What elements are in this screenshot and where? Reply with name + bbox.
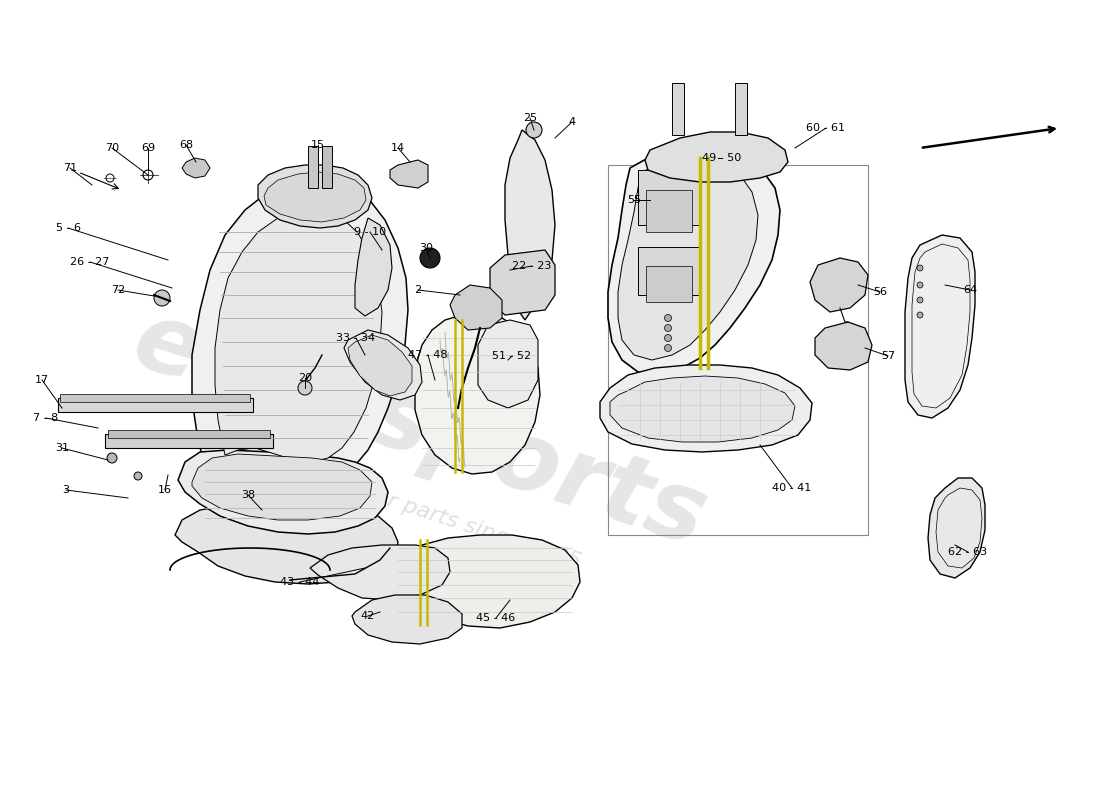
Text: 62 - 63: 62 - 63	[948, 547, 988, 557]
Text: 49 - 50: 49 - 50	[703, 153, 741, 163]
Circle shape	[420, 248, 440, 268]
Polygon shape	[348, 335, 412, 396]
Bar	[104, 434, 273, 448]
Bar	[638, 170, 700, 225]
Polygon shape	[490, 250, 556, 315]
Bar	[60, 394, 250, 402]
Circle shape	[664, 314, 671, 322]
Circle shape	[664, 334, 671, 342]
Text: 20: 20	[298, 373, 312, 383]
Polygon shape	[258, 165, 372, 228]
Circle shape	[526, 122, 542, 138]
Circle shape	[154, 290, 170, 306]
Circle shape	[917, 312, 923, 318]
Bar	[58, 398, 253, 412]
Text: 31: 31	[55, 443, 69, 453]
Circle shape	[298, 381, 312, 395]
Text: 70: 70	[104, 143, 119, 153]
Circle shape	[134, 472, 142, 480]
Text: 51 - 52: 51 - 52	[493, 351, 531, 361]
Text: 9 - 10: 9 - 10	[354, 227, 386, 237]
Text: 2: 2	[415, 285, 421, 295]
Polygon shape	[310, 545, 450, 600]
Text: 33 - 34: 33 - 34	[337, 333, 375, 343]
Circle shape	[664, 345, 671, 351]
Bar	[638, 247, 700, 295]
Polygon shape	[390, 160, 428, 188]
Polygon shape	[182, 158, 210, 178]
Text: 42: 42	[361, 611, 375, 621]
Polygon shape	[388, 535, 580, 628]
Text: 17: 17	[35, 375, 50, 385]
Polygon shape	[928, 478, 984, 578]
Text: 30: 30	[419, 243, 433, 253]
Text: 47 - 48: 47 - 48	[408, 350, 448, 360]
Text: 16: 16	[158, 485, 172, 495]
Bar	[646, 266, 692, 302]
Circle shape	[107, 453, 117, 463]
Text: 57: 57	[881, 351, 895, 361]
Polygon shape	[810, 258, 868, 312]
Polygon shape	[192, 180, 408, 478]
Text: 45 - 46: 45 - 46	[476, 613, 516, 623]
Polygon shape	[905, 235, 975, 418]
Polygon shape	[610, 376, 795, 442]
Text: 14: 14	[390, 143, 405, 153]
Text: 4: 4	[569, 117, 575, 127]
Bar	[735, 83, 747, 135]
Circle shape	[917, 282, 923, 288]
Polygon shape	[608, 150, 780, 374]
Polygon shape	[178, 450, 388, 534]
Text: 40 - 41: 40 - 41	[772, 483, 812, 493]
Polygon shape	[344, 330, 422, 400]
Bar	[308, 146, 318, 188]
Text: 26 - 27: 26 - 27	[70, 257, 110, 267]
Text: 55: 55	[627, 195, 641, 205]
Text: 25: 25	[522, 113, 537, 123]
Polygon shape	[355, 218, 392, 316]
Text: eurosports: eurosports	[122, 294, 718, 566]
Text: 7 - 8: 7 - 8	[33, 413, 58, 423]
Polygon shape	[450, 285, 502, 330]
Text: 38: 38	[241, 490, 255, 500]
Circle shape	[917, 297, 923, 303]
Polygon shape	[192, 454, 372, 520]
Polygon shape	[815, 322, 872, 370]
Polygon shape	[645, 132, 788, 182]
Text: 71: 71	[63, 163, 77, 173]
Polygon shape	[415, 315, 540, 474]
Text: 72: 72	[111, 285, 125, 295]
Polygon shape	[600, 365, 812, 452]
Bar	[608, 165, 868, 535]
Text: 22 - 23: 22 - 23	[513, 261, 552, 271]
Text: 64: 64	[962, 285, 977, 295]
Text: 3: 3	[63, 485, 69, 495]
Text: 68: 68	[179, 140, 194, 150]
Bar	[646, 190, 692, 232]
Text: a passion for parts since 1985: a passion for parts since 1985	[257, 449, 583, 571]
Polygon shape	[264, 172, 366, 222]
Text: 56: 56	[873, 287, 887, 297]
Polygon shape	[618, 160, 758, 360]
Text: 60 - 61: 60 - 61	[806, 123, 846, 133]
Bar	[108, 430, 270, 438]
Polygon shape	[214, 210, 382, 462]
Text: 69: 69	[141, 143, 155, 153]
Polygon shape	[478, 320, 538, 408]
Bar	[322, 146, 332, 188]
Text: 5 - 6: 5 - 6	[55, 223, 80, 233]
Circle shape	[664, 325, 671, 331]
Polygon shape	[505, 130, 556, 320]
Bar	[672, 83, 684, 135]
Text: 43 - 44: 43 - 44	[280, 577, 320, 587]
Polygon shape	[175, 504, 398, 584]
Text: 15: 15	[311, 140, 324, 150]
Circle shape	[917, 265, 923, 271]
Polygon shape	[352, 595, 462, 644]
